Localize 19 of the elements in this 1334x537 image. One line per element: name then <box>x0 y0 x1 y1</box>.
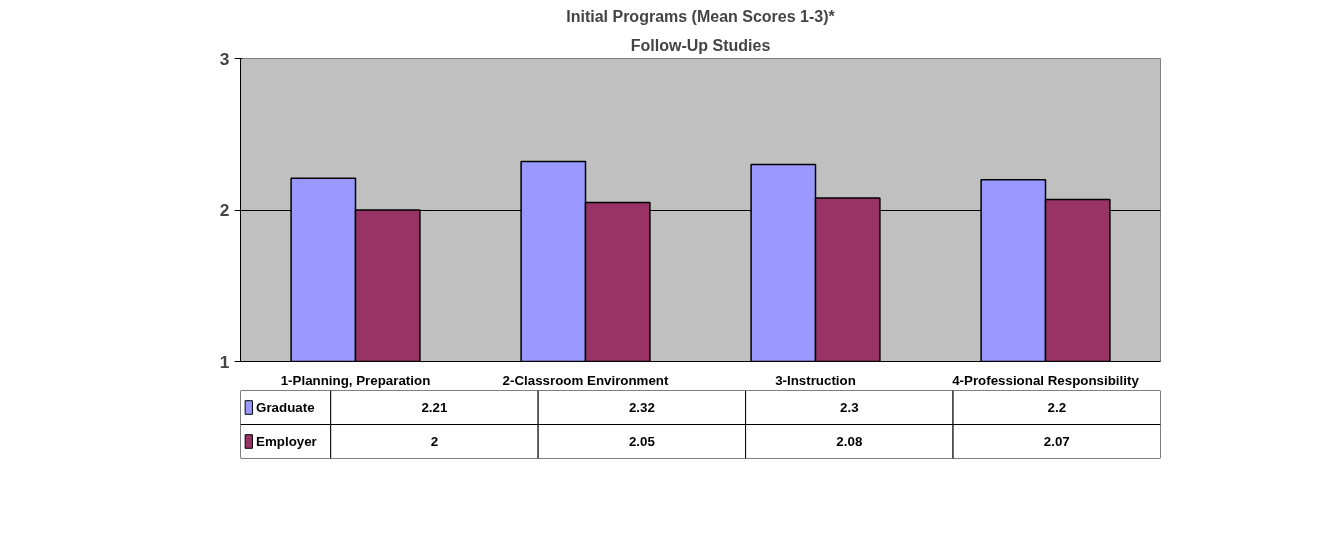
chart-subtitle: Follow-Up Studies <box>630 36 771 54</box>
x-tick-label: 4-Professional Responsibility <box>952 372 1140 388</box>
data-label: 2.08 <box>836 434 863 449</box>
data-label: 2.05 <box>628 434 656 449</box>
y-tick-label: 2 <box>219 200 230 220</box>
legend-label: Graduate <box>256 400 315 415</box>
y-tick-label: 1 <box>219 351 230 372</box>
data-label: 2 <box>430 434 439 449</box>
data-label: 2.2 <box>1047 400 1067 415</box>
legend-label: Employer <box>256 434 317 449</box>
data-label: 2.3 <box>840 400 859 415</box>
x-tick-label: 2-Classroom Environment <box>502 372 670 388</box>
chart-title: Initial Programs (Mean Scores 1-3)* <box>566 7 836 25</box>
y-tick-label: 3 <box>219 48 230 69</box>
data-label: 2.07 <box>1043 434 1070 449</box>
data-label: 2.32 <box>628 400 655 415</box>
data-label: 2.21 <box>421 400 448 415</box>
x-tick-label: 1-Planning, Preparation <box>280 372 431 388</box>
x-tick-label: 3-Instruction <box>775 372 856 388</box>
